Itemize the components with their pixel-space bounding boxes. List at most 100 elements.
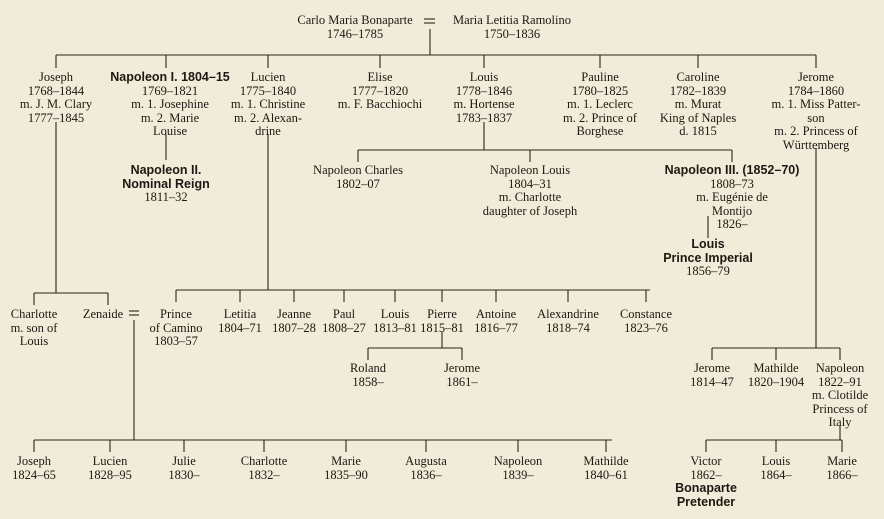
person-text-line: Victor — [690, 454, 722, 468]
person-jerome-p: Jerome 1861– — [443, 361, 481, 389]
person-text-line: 1811–32 — [144, 190, 188, 204]
person-text-line: 1866– — [826, 467, 858, 482]
person-constance: Constance 1823–76 — [619, 307, 673, 335]
person-text-line: 1804–71 — [218, 320, 262, 335]
person-text-line: Constance — [619, 307, 673, 321]
person-victor: Victor 1862– Bonaparte Pretender — [675, 454, 737, 509]
person-text-line: Augusta — [405, 454, 447, 468]
person-jerome-j: Jerome 1814–47 — [690, 361, 734, 389]
person-text-line: Jerome — [443, 361, 481, 375]
person-letitia-l: Letitia 1804–71 — [218, 307, 262, 335]
person-text-line: 1830– — [168, 467, 200, 482]
person-text-line: 1814–47 — [690, 374, 734, 389]
person-text-line: Joseph — [16, 454, 52, 468]
person-text-line: 1822–91 — [818, 374, 862, 389]
person-text-line: m. 2. Marie — [140, 110, 200, 125]
person-text-line: Lucien — [250, 70, 286, 84]
person-joseph-z: Joseph 1824–65 — [12, 454, 56, 482]
person-text-line: Princess of — [812, 401, 868, 416]
person-text-line: m. 1. Miss Patter- — [771, 97, 861, 111]
person-paul: Paul 1808–27 — [322, 307, 366, 335]
person-text-line: Louis — [691, 237, 725, 251]
person-text-line: m. J. M. Clary — [19, 97, 93, 111]
person-joseph: Joseph 1768–1844 m. J. M. Clary 1777–1845 — [19, 70, 93, 125]
person-text-line: Letitia — [223, 307, 257, 321]
person-text-line: Paul — [332, 307, 356, 321]
person-text-line: Louise — [152, 124, 188, 138]
person-text-line: 1824–65 — [12, 467, 56, 482]
person-napoleon-z: Napoleon 1839– — [494, 454, 543, 482]
person-mathilde-j: Mathilde 1820–1904 — [747, 361, 805, 389]
person-text-line: Louis — [469, 70, 499, 84]
person-text-line: 1777–1845 — [27, 110, 85, 125]
person-text-line: 1828–95 — [88, 467, 132, 482]
person-text-line: 1784–1860 — [787, 83, 845, 98]
person-text-line: 1808–27 — [322, 320, 366, 335]
person-text-line: Carlo Maria Bonaparte — [297, 13, 413, 27]
person-text-line: Antoine — [475, 307, 517, 321]
person-text-line: son — [807, 110, 825, 125]
person-text-line: Louis — [19, 334, 49, 348]
person-text-line: m. F. Bacchiochi — [337, 97, 423, 111]
person-text-line: 1823–76 — [624, 320, 668, 335]
person-text-line: 1839– — [502, 467, 534, 482]
person-charlotte: Charlotte m. son of Louis — [10, 307, 58, 349]
person-text-line: of Camino — [149, 320, 203, 335]
person-augusta-z: Augusta 1836– — [405, 454, 447, 482]
person-text-line: Prince — [160, 307, 192, 321]
person-text-line: Charlotte — [240, 454, 288, 468]
person-louis-l: Louis 1813–81 — [373, 307, 417, 335]
person-text-line: Jeanne — [276, 307, 311, 321]
person-napoleon-ii: Napoleon II. Nominal Reign 1811–32 — [122, 163, 210, 205]
person-text-line: 1778–1846 — [455, 83, 513, 98]
person-text-line: Mathilde — [753, 361, 799, 375]
person-text-line: 1820–1904 — [747, 374, 805, 389]
person-text-line: Napoleon II. — [130, 163, 202, 177]
person-text-line: m. 1. Josephine — [131, 97, 209, 111]
person-text-line: Alexandrine — [537, 307, 599, 321]
person-text-line: 1856–79 — [686, 264, 730, 278]
person-text-line: m. 1. Leclerc — [567, 97, 633, 111]
person-text-line: daughter of Joseph — [482, 203, 578, 218]
person-text-line: 1746–1785 — [326, 26, 384, 41]
person-text-line: 1815–81 — [420, 320, 464, 335]
person-text-line: Jerome — [693, 361, 731, 375]
person-text-line: Zenaide — [82, 307, 124, 321]
person-louis-n: Louis 1864– — [760, 454, 792, 482]
person-text-line: m. Murat — [674, 97, 722, 111]
person-lucien: Lucien 1775–1840 m. 1. Christine m. 2. Alex… — [231, 70, 305, 139]
person-text-line: 1858– — [352, 374, 384, 389]
person-text-line: 1808–73 — [710, 176, 754, 191]
person-text-line: 1813–81 — [373, 320, 417, 335]
person-napoleon-iii: Napoleon III. (1852–70) 1808–73 m. Eugénie… — [665, 163, 800, 232]
person-mathilde-z: Mathilde 1840–61 — [583, 454, 628, 482]
person-lucien-z: Lucien 1828–95 — [88, 454, 132, 482]
person-text-line: Borghese — [576, 124, 624, 138]
person-text-line: m. 2. Princess of — [774, 124, 858, 138]
person-antoine: Antoine 1816–77 — [474, 307, 518, 335]
person-louis: Louis 1778–1846 m. Hortense 1783–1837 — [453, 70, 514, 125]
person-text-line: drine — [255, 124, 281, 138]
person-text-line: Lucien — [92, 454, 128, 468]
person-text-line: 1750–1836 — [483, 26, 541, 41]
person-pierre: Pierre 1815–81 — [420, 307, 464, 335]
person-carlo: Carlo Maria Bonaparte 1746–1785 — [297, 13, 413, 41]
person-text-line: Württemberg — [782, 137, 850, 152]
person-text-line: 1768–1844 — [27, 83, 85, 98]
person-text-line: Louis — [380, 307, 410, 321]
person-text-line: Napoleon — [815, 361, 865, 375]
person-text-line: Caroline — [676, 70, 720, 84]
person-text-line: Montijo — [711, 203, 753, 218]
person-pauline: Pauline 1780–1825 m. 1. Leclerc m. 2. Princ… — [563, 70, 637, 139]
person-caroline: Caroline 1782–1839 m. Murat King of Naples d… — [660, 70, 736, 139]
person-prince-of-camino: Prince of Camino 1803–57 — [149, 307, 203, 349]
person-text-line: m. son of — [10, 320, 58, 335]
person-text-line: m. Eugénie de — [696, 190, 768, 204]
person-napoleon-i: Napoleon I. 1804–15 1769–1821 m. 1. Joseph… — [110, 70, 230, 139]
person-text-line: 1777–1820 — [351, 83, 409, 98]
person-text-line: 1864– — [760, 467, 792, 482]
person-text-line: 1804–31 — [508, 176, 552, 191]
person-text-line: Julie — [172, 454, 196, 468]
person-text-line: 1862– — [690, 467, 722, 482]
